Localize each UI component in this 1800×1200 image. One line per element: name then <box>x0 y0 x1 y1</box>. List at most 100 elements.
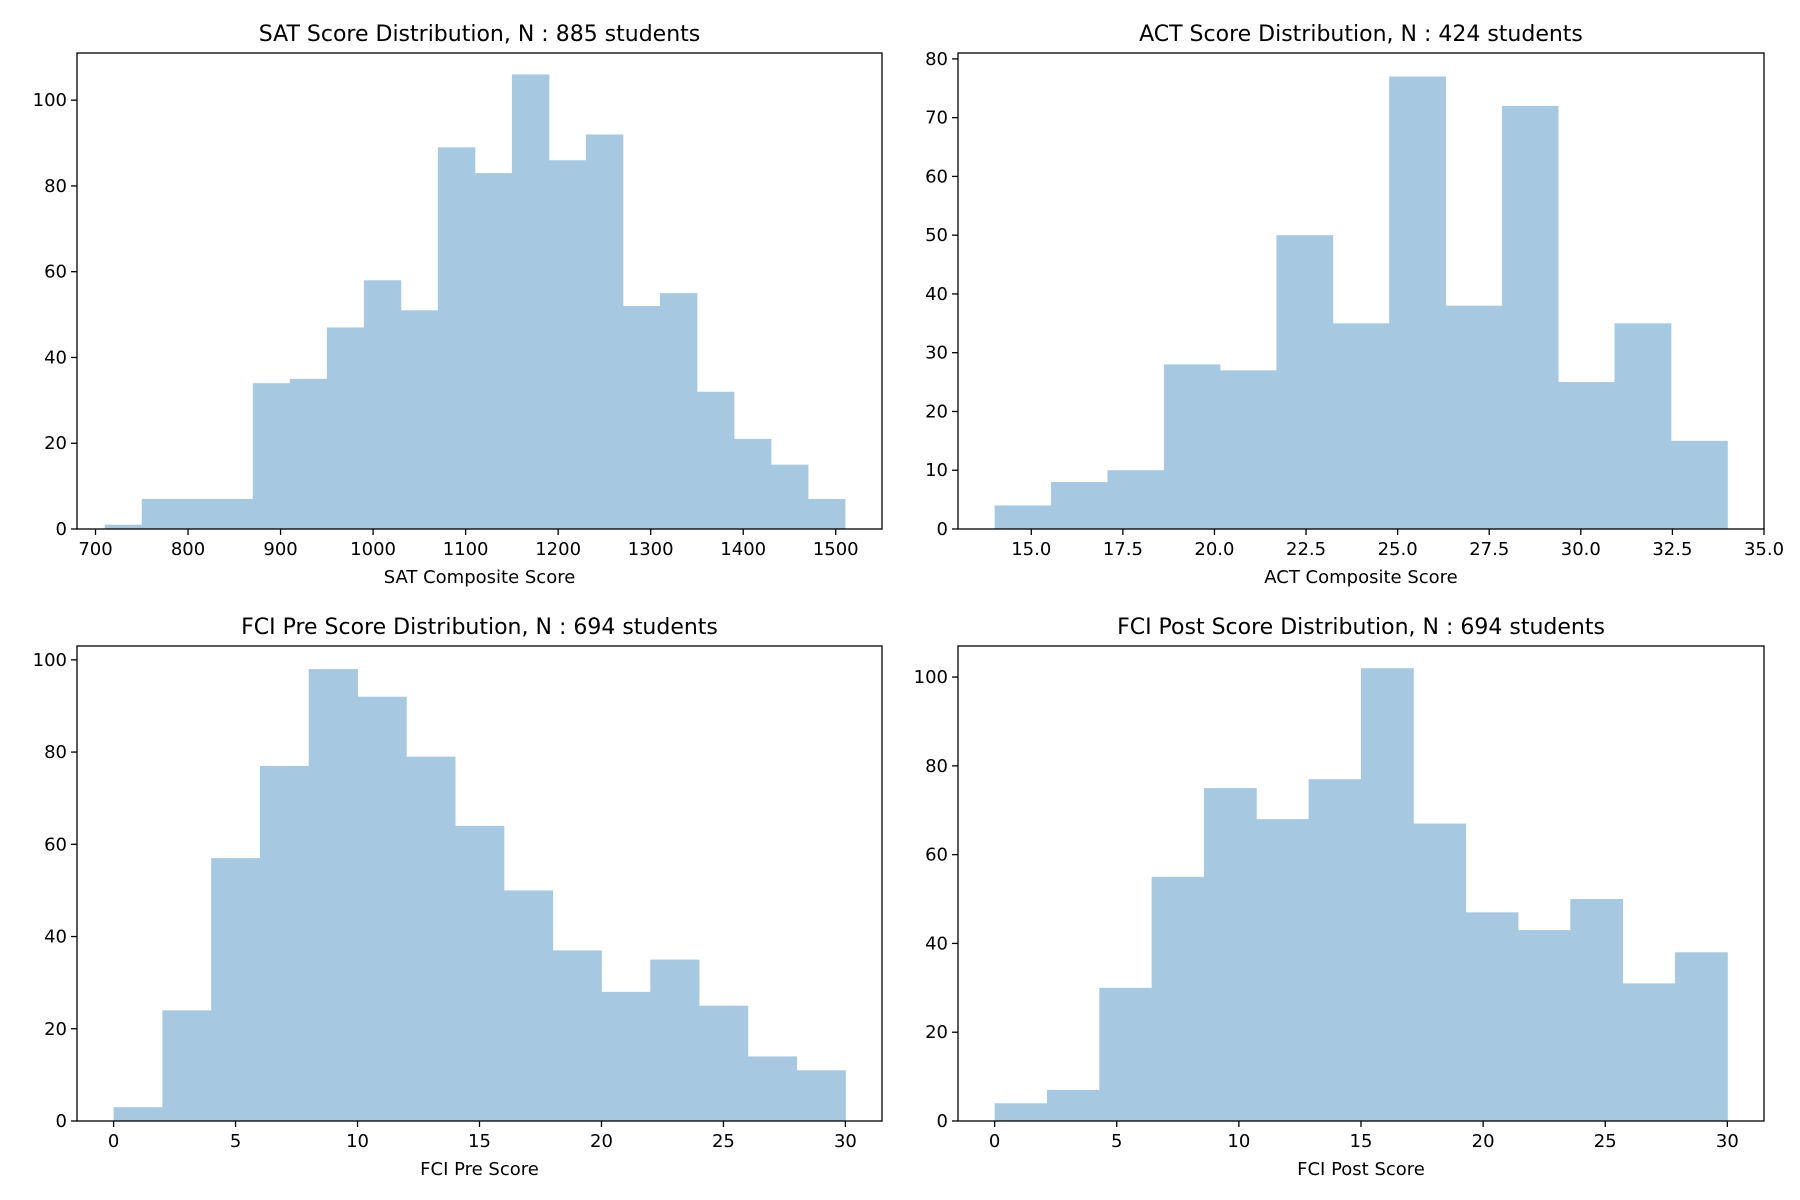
sat-histogram-bar <box>400 310 439 529</box>
fci-pre-y-tick-label: 20 <box>44 1019 67 1040</box>
sat-histogram-bar <box>437 147 476 529</box>
sat-x-tick-label: 1400 <box>720 539 766 560</box>
act-histogram-bar <box>1558 382 1615 529</box>
fci-pre-histogram-bars <box>113 669 846 1121</box>
fci-post-histogram-bar <box>1675 952 1728 1121</box>
fci-post-histogram-bar <box>1465 912 1519 1121</box>
sat-x-tick-label: 900 <box>263 539 297 560</box>
act-x-tick-label: 32.5 <box>1652 539 1692 560</box>
fci-pre-histogram-bar <box>113 1107 163 1121</box>
fci-post-histogram-bar <box>994 1103 1048 1121</box>
fci-post-histogram-bar <box>1413 823 1467 1121</box>
act-x-axis: 15.0 17.5 20.0 22.5 25.0 27.5 30.0 32.5 35.0 <box>1011 529 1784 560</box>
fci-pre-chart-title: FCI Pre Score Distribution, N : 694 stud… <box>241 615 718 640</box>
fci-post-x-tick-label: 30 <box>1716 1131 1739 1152</box>
act-histogram-bar <box>1445 305 1503 529</box>
sat-y-axis: 0 20 40 60 80 100 <box>33 90 77 540</box>
sat-histogram-bar <box>363 280 402 529</box>
act-y-tick-label: 60 <box>925 166 948 187</box>
fci-pre-x-tick-label: 25 <box>712 1131 735 1152</box>
sat-x-tick-label: 700 <box>78 539 112 560</box>
sat-histogram-bar <box>807 498 846 529</box>
fci-pre-histogram-bar <box>650 959 700 1121</box>
fci-post-y-tick-label: 60 <box>925 845 948 866</box>
act-y-tick-label: 30 <box>925 343 948 364</box>
fci-pre-histogram-bar <box>259 765 310 1121</box>
fci-post-histogram-bars <box>994 668 1728 1121</box>
act-y-axis: 0 10 20 30 40 50 60 70 80 <box>925 49 958 540</box>
fci-pre-histogram-bar <box>357 696 407 1121</box>
act-plot-frame <box>957 52 1765 530</box>
fci-pre-histogram-bar <box>211 858 261 1121</box>
fci-post-histogram-bar <box>1099 987 1153 1121</box>
fci-post-y-tick-label: 40 <box>925 933 948 954</box>
act-histogram-bars <box>994 76 1728 530</box>
fci-post-x-tick-label: 5 <box>1111 1131 1122 1152</box>
act-histogram-bar <box>1107 470 1165 529</box>
act-histogram-bar <box>1614 323 1672 529</box>
sat-x-axis-label: SAT Composite Score <box>384 567 576 588</box>
fci-post-histogram-bar <box>1046 1089 1100 1121</box>
sat-histogram-bar <box>252 383 291 529</box>
sat-y-tick-label: 60 <box>44 262 67 283</box>
fci-post-histogram-bar <box>1361 668 1414 1121</box>
fci-pre-x-axis: 0 5 10 15 20 25 30 <box>108 1121 857 1152</box>
fci-post-y-tick-label: 0 <box>937 1111 948 1132</box>
sat-y-tick-label: 80 <box>44 176 67 197</box>
sat-histogram-bar <box>659 293 698 529</box>
sat-histogram-bar <box>622 306 661 529</box>
fci-post-histogram-panel: 0 5 10 15 20 25 30 0 20 40 60 80 100 FCI Post Score… <box>914 615 1765 1180</box>
act-x-tick-label: 27.5 <box>1469 539 1509 560</box>
fci-post-x-axis-label: FCI Post Score <box>1297 1159 1425 1180</box>
fci-pre-histogram-bar <box>796 1070 846 1121</box>
act-histogram-bar <box>994 505 1052 529</box>
fci-pre-histogram-bar <box>308 669 358 1121</box>
sat-histogram-bar <box>733 438 772 529</box>
sat-y-tick-label: 0 <box>56 519 67 540</box>
sat-plot-frame <box>76 52 883 530</box>
act-x-tick-label: 20.0 <box>1194 539 1234 560</box>
fci-pre-y-tick-label: 60 <box>44 834 67 855</box>
fci-pre-histogram-bar <box>747 1056 798 1121</box>
sat-histogram-panel: 700 800 900 1000 1100 1200 1300 1400 1500 0 20 40 6… <box>33 22 883 588</box>
fci-pre-x-axis-label: FCI Pre Score <box>420 1159 539 1180</box>
fci-pre-y-axis: 0 20 40 60 80 100 <box>33 650 77 1132</box>
sat-chart-title: SAT Score Distribution, N : 885 students <box>259 22 701 47</box>
fci-pre-histogram-bar <box>699 1005 749 1121</box>
sat-histogram-bars <box>104 74 846 530</box>
fci-post-x-tick-label: 10 <box>1227 1131 1250 1152</box>
fci-post-x-tick-label: 20 <box>1472 1131 1495 1152</box>
act-y-tick-label: 50 <box>925 225 948 246</box>
fci-pre-histogram-panel: 0 5 10 15 20 25 30 0 20 40 60 80 100 FCI Pre Score … <box>33 615 883 1180</box>
fci-pre-x-tick-label: 0 <box>108 1131 119 1152</box>
act-y-tick-label: 70 <box>925 108 948 129</box>
sat-x-tick-label: 1000 <box>350 539 396 560</box>
fci-pre-histogram-bar <box>406 756 456 1121</box>
sat-x-tick-label: 1500 <box>813 539 859 560</box>
sat-x-tick-label: 1100 <box>443 539 489 560</box>
act-y-tick-label: 20 <box>925 401 948 422</box>
fci-post-histogram-bar <box>1518 930 1571 1121</box>
fci-post-y-tick-label: 20 <box>925 1022 948 1043</box>
fci-post-y-tick-label: 100 <box>914 667 948 688</box>
fci-pre-histogram-bar <box>455 825 505 1121</box>
fci-pre-y-tick-label: 40 <box>44 927 67 948</box>
fci-post-histogram-bar <box>1308 779 1362 1121</box>
sat-x-tick-label: 800 <box>171 539 205 560</box>
sat-y-tick-label: 20 <box>44 433 67 454</box>
act-y-tick-label: 40 <box>925 284 948 305</box>
sat-x-tick-label: 1300 <box>628 539 674 560</box>
act-y-tick-label: 0 <box>937 519 948 540</box>
sat-x-tick-label: 1200 <box>535 539 581 560</box>
act-histogram-bar <box>1051 481 1108 529</box>
sat-histogram-bar <box>511 74 550 529</box>
act-histogram-panel: 15.0 17.5 20.0 22.5 25.0 27.5 30.0 32.5 35.0 0 10… <box>925 22 1784 588</box>
fci-pre-x-tick-label: 10 <box>346 1131 369 1152</box>
sat-histogram-bar <box>215 498 254 529</box>
sat-histogram-bar <box>141 498 180 529</box>
fci-pre-x-tick-label: 15 <box>468 1131 491 1152</box>
sat-histogram-bar <box>770 464 809 529</box>
sat-histogram-bar <box>585 134 624 530</box>
fci-pre-histogram-bar <box>601 991 651 1121</box>
